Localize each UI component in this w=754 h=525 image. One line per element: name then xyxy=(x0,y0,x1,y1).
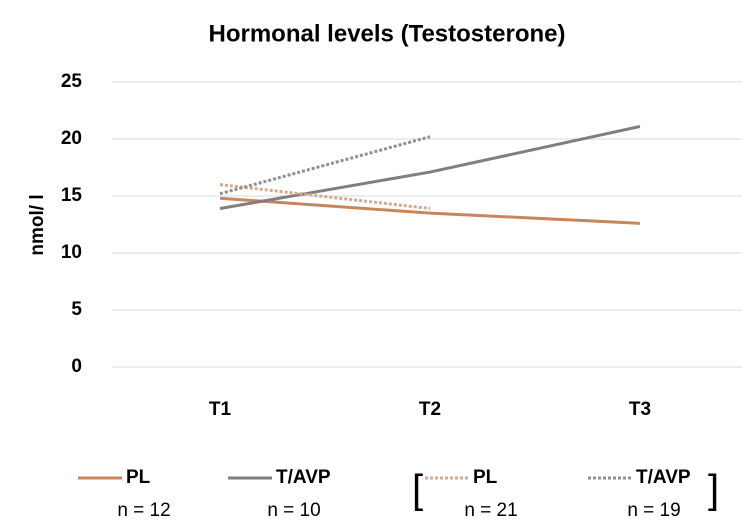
series-line xyxy=(219,135,431,196)
y-tick-label: 25 xyxy=(61,71,83,92)
legend-note: n = 10 xyxy=(267,500,320,521)
y-tick-label: 0 xyxy=(71,356,82,377)
bracket: [ xyxy=(412,468,423,512)
y-tick-label: 10 xyxy=(61,242,82,263)
legend-note: n = 19 xyxy=(627,500,680,521)
bracket: ] xyxy=(708,468,719,512)
x-tick-label: T2 xyxy=(419,399,441,420)
legend-label: PL xyxy=(126,467,151,488)
x-tick-label: T1 xyxy=(209,399,232,420)
legend-label: PL xyxy=(473,467,498,488)
series-line xyxy=(219,183,431,211)
y-axis-label: nmol/ l xyxy=(27,194,48,255)
x-tick-label: T3 xyxy=(629,399,651,420)
series-line xyxy=(219,196,641,225)
legend-note: n = 12 xyxy=(117,500,170,521)
y-tick-label: 15 xyxy=(61,185,83,206)
legend-label: T/AVP xyxy=(276,467,331,488)
legend-label: T/AVP xyxy=(636,467,691,488)
y-tick-label: 5 xyxy=(71,299,82,320)
legend-note: n = 21 xyxy=(464,500,517,521)
chart-title: Hormonal levels (Testosterone) xyxy=(209,20,566,47)
series-line xyxy=(219,124,641,211)
y-tick-label: 20 xyxy=(61,128,82,149)
